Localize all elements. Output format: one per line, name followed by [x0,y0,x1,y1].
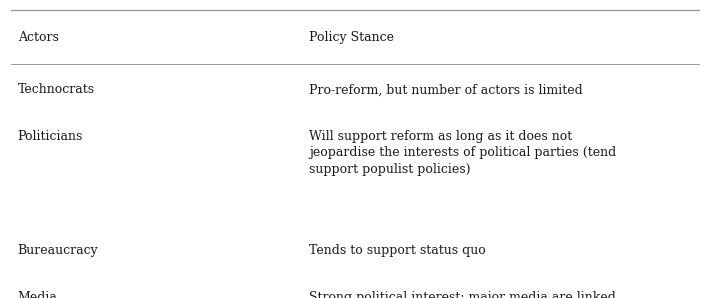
Text: Media: Media [18,291,58,298]
Text: Will support reform as long as it does not
jeopardise the interests of political: Will support reform as long as it does n… [309,130,616,176]
Text: Tends to support status quo: Tends to support status quo [309,244,486,257]
Text: Politicians: Politicians [18,130,83,143]
Text: Bureaucracy: Bureaucracy [18,244,99,257]
Text: Technocrats: Technocrats [18,83,95,97]
Text: Pro-reform, but number of actors is limited: Pro-reform, but number of actors is limi… [309,83,583,97]
Text: Strong political interest: major media are linked
particular business groups who: Strong political interest: major media a… [309,291,616,298]
Text: Policy Stance: Policy Stance [309,31,394,44]
Text: Actors: Actors [18,31,59,44]
